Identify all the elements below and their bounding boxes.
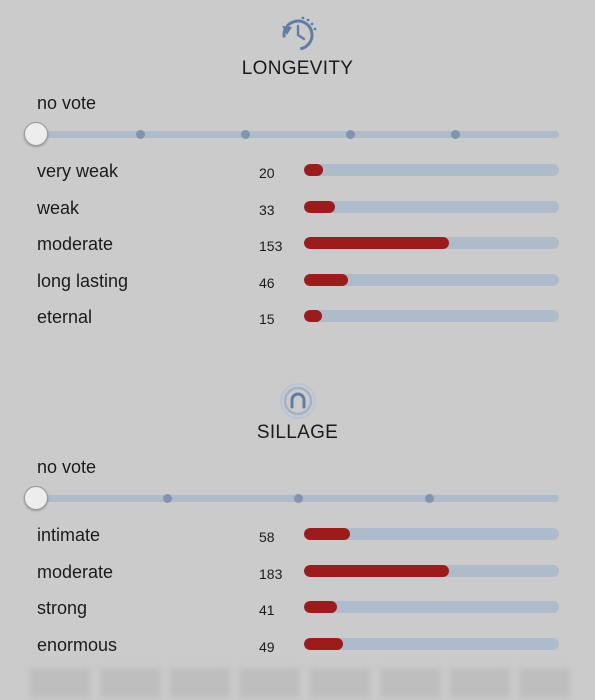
longevity-vote-slider[interactable] — [24, 122, 560, 148]
row-label: strong — [37, 598, 88, 618]
vote-bar-fill — [304, 273, 348, 286]
row-label: enormous — [37, 634, 118, 655]
row-label: eternal — [37, 307, 93, 327]
row-label: very weak — [37, 161, 119, 181]
vote-count: 153 — [259, 238, 283, 254]
vote-bar — [304, 164, 559, 176]
slider-stop[interactable] — [451, 130, 460, 139]
row-label: moderate — [37, 561, 114, 582]
vote-bar-fill — [304, 237, 450, 249]
slider-thumb[interactable] — [24, 486, 48, 510]
vote-bar — [304, 237, 559, 249]
result-row: very weak 20 — [0, 157, 595, 194]
vote-bar-fill — [304, 528, 351, 540]
section-title: SILLAGE — [256, 422, 339, 443]
result-row: intimate 58 — [0, 521, 595, 558]
result-row: long lasting 46 — [0, 267, 595, 304]
row-label: moderate — [37, 234, 114, 254]
sillage-ring-icon — [277, 380, 319, 422]
vote-count: 46 — [259, 274, 275, 291]
vote-status-label: no vote — [37, 457, 97, 477]
clock-rotate-icon — [277, 14, 319, 56]
slider-stop[interactable] — [163, 494, 172, 503]
result-row: strong 41 — [0, 594, 595, 631]
slider-stop[interactable] — [425, 494, 434, 503]
vote-bar-fill — [304, 564, 450, 577]
vote-count: 20 — [259, 165, 275, 181]
row-label: long lasting — [37, 270, 129, 291]
slider-thumb[interactable] — [24, 122, 48, 146]
vote-count: 41 — [259, 602, 275, 618]
longevity-results: very weak 20 weak 33 moderate 153 long l… — [0, 157, 595, 340]
vote-count: 33 — [259, 201, 275, 218]
slider-stop[interactable] — [241, 130, 250, 139]
row-label: weak — [37, 197, 80, 218]
slider-stop[interactable] — [346, 130, 355, 139]
vote-bar — [304, 310, 559, 322]
result-row: moderate 153 — [0, 230, 595, 267]
slider-track[interactable] — [36, 131, 559, 138]
vote-count: 15 — [259, 311, 275, 327]
result-row: eternal 15 — [0, 303, 595, 340]
sillage-results: intimate 58 moderate 183 strong 41 enorm… — [0, 521, 595, 667]
result-row: weak 33 — [0, 194, 595, 231]
row-label: intimate — [37, 525, 101, 545]
vote-bar-fill — [304, 601, 337, 613]
slider-stop[interactable] — [294, 494, 303, 503]
vote-bar-fill — [304, 164, 323, 176]
vote-count: 183 — [259, 565, 283, 582]
vote-status-label: no vote — [37, 93, 97, 113]
vote-bar — [304, 637, 559, 650]
vote-bar — [304, 200, 559, 213]
faded-content — [30, 668, 570, 698]
vote-bar — [304, 273, 559, 286]
section-title: LONGEVITY — [241, 58, 354, 79]
vote-bar — [304, 528, 559, 540]
vote-count: 58 — [259, 529, 275, 545]
vote-bar-fill — [304, 637, 343, 650]
vote-bar — [304, 564, 559, 577]
vote-bar — [304, 601, 559, 613]
result-row: moderate 183 — [0, 558, 595, 595]
vote-bar-fill — [304, 310, 322, 322]
vote-count: 49 — [259, 638, 275, 655]
sillage-vote-slider[interactable] — [24, 486, 560, 512]
result-row: enormous 49 — [0, 631, 595, 668]
slider-stop[interactable] — [136, 130, 145, 139]
vote-bar-fill — [304, 200, 336, 213]
